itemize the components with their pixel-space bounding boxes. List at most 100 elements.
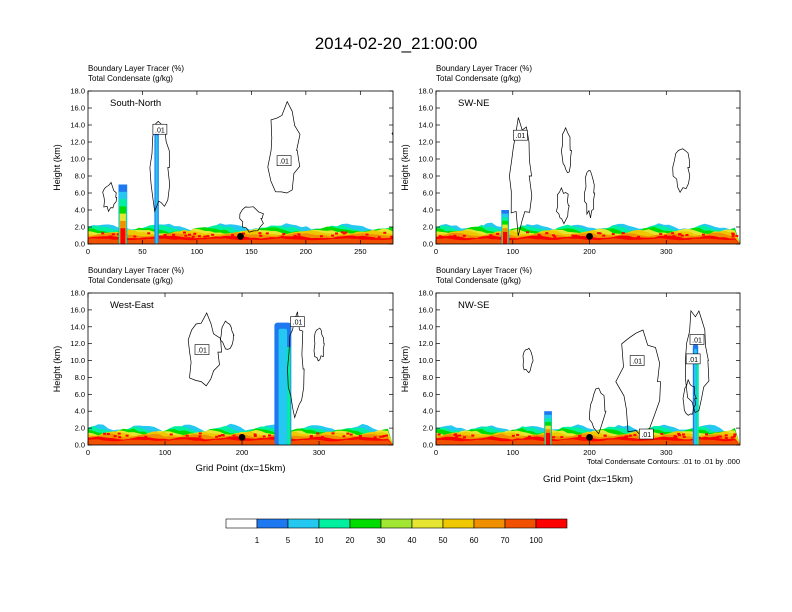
location-marker [237,232,244,240]
y-tick-label: 14.0 [70,322,85,331]
tracer-speckle [537,233,541,236]
tracer-speckle [268,434,271,437]
y-tick-label: 10.0 [70,356,85,365]
y-tick-label: 18.0 [418,87,433,96]
condensate-contour [313,327,325,362]
tracer-speckle [331,432,335,435]
tracer-speckle [117,432,121,435]
y-tick-label: 12.0 [418,138,433,147]
tracer-speckle [456,236,460,239]
tracer-speckle [373,436,377,439]
y-tick-label: 4.0 [75,407,85,416]
location-marker [238,434,246,441]
condensate-contour [682,378,697,416]
x-tick-label: 0 [86,448,90,457]
tracer-speckle [628,434,632,437]
tracer-speckle [231,234,235,237]
y-tick-label: 4.0 [423,206,433,215]
tracer-speckle [390,235,393,238]
tower-inner [155,135,158,244]
condensate-contour [187,312,222,387]
tracer-speckle [471,434,475,437]
tracer-speckle [672,235,676,238]
contour-label-box [689,334,705,345]
tracer-speckle [462,234,466,237]
y-tick-label: 16.0 [70,104,85,113]
tracer-speckle [685,234,689,236]
plot-frame [87,292,394,446]
tracer-speckle [232,434,236,437]
tracer-speckle [489,234,493,237]
tracer-speckle [553,235,557,238]
x-tick-label: 300 [660,448,673,457]
condensate-contour [556,186,570,225]
tracer-speckle [674,436,678,438]
tracer-speckle [106,433,110,435]
tracer-speckle [611,233,615,236]
tracer-speckle [265,232,269,235]
y-tick-label: 4.0 [423,407,433,416]
tracer-speckle [185,434,189,437]
y-tick-label: 10.0 [418,155,433,164]
panel-name: South-North [110,98,161,109]
panel-header-condensate: Total Condensate (g/kg) [436,276,521,285]
tracer-speckle [385,434,388,437]
tracer-speckle [463,436,466,439]
y-tick-label: 18.0 [418,289,433,298]
tracer-speckle [184,234,188,237]
y-tick-label: 2.0 [423,424,433,433]
tracer-speckle [677,432,681,435]
colorbar-swatch [504,518,537,529]
tracer-speckle [621,232,625,235]
tracer-speckle [724,437,728,439]
y-tick-label: 18.0 [70,289,85,298]
contour-label: .01 [516,133,526,140]
condensate-contour [239,206,264,233]
tracer-speckle [198,435,202,438]
tracer-speckle [526,231,529,234]
y-tick-label: 10.0 [70,155,85,164]
tracer-speckle [108,235,112,238]
y-tick-label: 0.0 [75,240,85,249]
tracer-speckle [735,234,739,237]
y-tick-label: 2.0 [423,223,433,232]
contour-label: .01 [155,127,165,134]
condensate-contour [219,320,235,350]
y-tick-label: 10.0 [418,356,433,365]
tracer-speckle [455,435,459,438]
colorbar-swatch [287,518,320,529]
condensate-contour [561,126,572,174]
figure-title: 2014-02-20_21:00:00 [315,34,478,53]
tracer-speckle [682,433,685,436]
tracer-speckle [319,235,323,238]
x-tick-label: 200 [300,247,313,256]
tracer-speckle [342,435,346,438]
tracer-speckle [258,232,262,235]
condensate-contour [267,100,301,194]
panel-name: NW-SE [458,300,490,311]
tracer-speckle [118,436,122,439]
condensate-contour [509,117,533,236]
tracer-speckle [193,232,197,235]
tracer-speckle [262,435,266,438]
colorbar-swatch [442,518,475,529]
tracer-speckle [331,234,335,237]
tracer-column [502,231,508,244]
y-tick-label: 0.0 [75,441,85,450]
tracer-speckle [716,435,720,438]
tracer-speckle [598,232,602,235]
tracer-speckle [321,436,324,439]
tracer-column [545,432,551,445]
tracer-speckle [349,433,353,436]
x-tick-label: 200 [583,448,596,457]
colorbar-swatch [256,518,289,529]
panel-south-north: .01 .01 0.0 2.0 4.0 6.0 8.0 10.0 12.0 14.0 16.0 18.… [52,64,394,256]
tracer-speckle [133,235,137,238]
tracer-speckle [183,231,186,234]
tracer-speckle [552,436,556,439]
panel-header-tracer: Boundary Layer Tracer (%) [88,266,184,275]
panels: .01 .01 0.0 2.0 4.0 6.0 8.0 10.0 12.0 14.0 16.0 18.… [52,64,741,485]
tracer-speckle [253,435,257,437]
tracer-speckle [379,435,383,438]
tracer-speckle [377,236,381,239]
